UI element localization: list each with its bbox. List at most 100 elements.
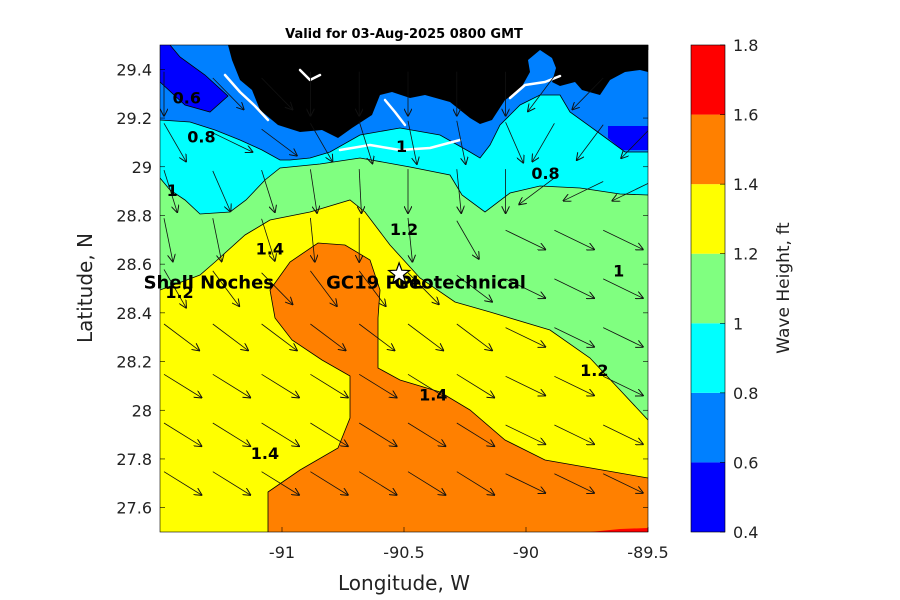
- y-tick-label: 28: [132, 401, 152, 420]
- colorbar-frame: [690, 44, 726, 533]
- contour-label: 1.2: [580, 361, 608, 380]
- colorbar-segment: [691, 184, 725, 254]
- wave-arrow: [310, 270, 336, 306]
- wave-arrow: [621, 130, 648, 158]
- wave-arrow: [554, 278, 594, 298]
- x-tick-label: -91: [269, 543, 295, 562]
- wave-arrow: [163, 269, 186, 307]
- wave-arrow: [358, 422, 396, 446]
- colorbar-tick-label: 1.4: [733, 175, 758, 194]
- plot-area: [160, 45, 692, 532]
- site-marker-layer: [387, 261, 412, 285]
- wave-arrow: [310, 471, 347, 495]
- y-tick-label: 28.6: [116, 255, 152, 274]
- wave-arrow: [519, 177, 555, 204]
- wave-arrow: [163, 471, 201, 495]
- y-tick-label: 29.2: [116, 109, 152, 128]
- contour-label: 1: [396, 137, 407, 156]
- wave-arrow: [603, 229, 643, 249]
- wave-arrow: [652, 230, 692, 249]
- wave-arrow: [572, 77, 604, 109]
- x-axis-ticks: -91 -90.5 -90 -89.5: [269, 45, 669, 562]
- contour-labels: 0.6 0.8 0.8 1 1 1 1.2 1.2 1.2 1.4 1.4 1.4: [165, 88, 624, 463]
- wave-arrow: [528, 75, 555, 111]
- contour-label: 1.2: [165, 283, 193, 302]
- band-1-4-to-1-6: [268, 243, 648, 532]
- band-0-8-to-1-0: [160, 95, 648, 214]
- wave-arrow: [554, 229, 594, 249]
- wave-arrow: [407, 272, 439, 304]
- y-axis-ticks: 27.6 27.8 28 28.2 28.4 28.6 28.8 29 29.2 29.4: [116, 60, 648, 518]
- wave-arrow: [603, 278, 643, 298]
- y-axis-label: Latitude, N: [73, 233, 97, 343]
- colorbar-tick-label: 0.8: [733, 384, 758, 403]
- colorbar-label: Wave Height, ft: [774, 222, 794, 354]
- y-tick-label: 29.4: [116, 60, 152, 79]
- wave-arrow: [554, 424, 594, 444]
- wave-arrow: [505, 327, 546, 347]
- wave-arrow: [456, 220, 479, 259]
- colorbar-tick-label: 1.6: [733, 106, 758, 125]
- wave-arrow: [212, 471, 250, 495]
- contour-label: 1: [613, 261, 624, 280]
- land-mask: [165, 45, 648, 138]
- wave-arrow: [652, 425, 692, 444]
- wave-arrow: [261, 169, 275, 212]
- wave-arrow: [554, 327, 594, 347]
- wave-arrow: [532, 123, 555, 161]
- wave-arrow: [456, 471, 494, 495]
- band-1-6-to-1-8: [590, 528, 648, 532]
- wave-arrow: [554, 375, 594, 395]
- band-0-4-to-0-6-east: [608, 126, 648, 150]
- y-tick-label: 27.6: [116, 499, 152, 518]
- y-tick-label: 27.8: [116, 450, 152, 469]
- wave-arrow: [505, 375, 546, 395]
- y-tick-label: 28.2: [116, 353, 152, 372]
- wave-arrow: [212, 270, 239, 306]
- wave-arrow: [652, 376, 692, 395]
- wave-arrow: [212, 77, 244, 109]
- contour-label: 1.4: [251, 444, 279, 463]
- wave-arrow: [603, 375, 643, 395]
- wave-arrow: [603, 327, 643, 347]
- wave-arrow: [652, 279, 692, 298]
- wave-arrow: [358, 373, 396, 397]
- wave-arrow: [163, 373, 201, 397]
- wave-arrow: [359, 169, 361, 213]
- colorbar-segment: [691, 392, 725, 463]
- contour-label: 1.2: [390, 220, 418, 239]
- wave-arrow: [456, 120, 466, 164]
- band-1-0-to-1-2: [160, 158, 648, 420]
- colorbar-segment: [691, 462, 725, 532]
- wave-arrow: [407, 217, 412, 262]
- wave-arrow: [505, 424, 546, 444]
- x-tick-label: -90.5: [383, 543, 424, 562]
- wave-arrow: [163, 169, 177, 212]
- x-tick-label: -89.5: [627, 543, 668, 562]
- wave-arrow: [652, 328, 692, 347]
- wave-arrow: [310, 422, 347, 446]
- y-tick-label: 29: [132, 158, 152, 177]
- x-tick-label: -90: [513, 543, 539, 562]
- wave-arrow: [505, 473, 546, 493]
- wave-arrow: [212, 373, 250, 397]
- wave-arrow: [358, 323, 394, 350]
- wave-arrow: [261, 128, 297, 155]
- wave-arrow: [505, 278, 546, 298]
- colorbar: 0.4 0.6 0.8 1 1.2 1.4 1.6 1.8: [690, 36, 758, 542]
- contour-label: 1.4: [419, 386, 447, 405]
- wave-arrow: [407, 422, 445, 446]
- wave-arrow: [310, 373, 347, 397]
- colorbar-segment: [691, 253, 725, 324]
- wave-arrow: [456, 274, 492, 301]
- wave-arrow: [261, 77, 293, 109]
- wave-arrow: [261, 471, 299, 495]
- wave-arrow: [261, 218, 275, 261]
- site-annotation: Shell Noches: [144, 273, 274, 294]
- site-star-marker: [387, 261, 412, 285]
- wave-arrow: [603, 424, 643, 444]
- wave-arrow: [212, 422, 250, 446]
- wave-arrow: [163, 218, 173, 261]
- wave-arrow: [612, 183, 648, 201]
